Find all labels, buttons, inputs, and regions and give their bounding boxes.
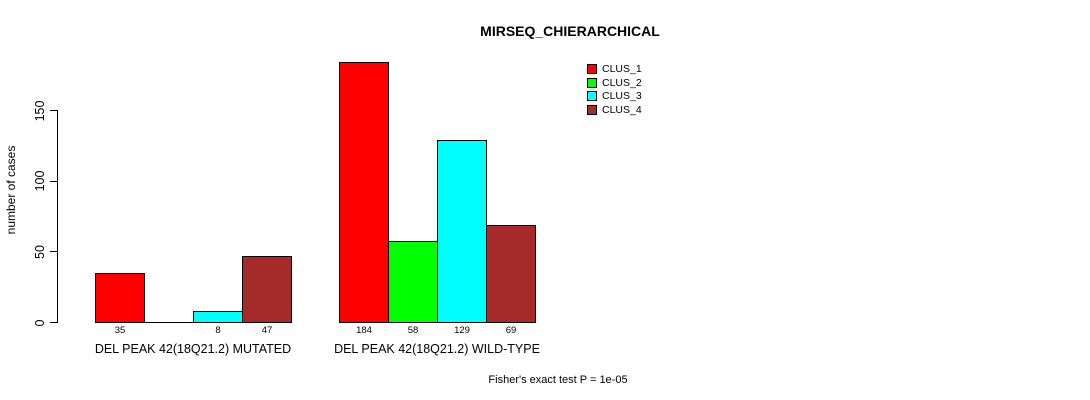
y-tick-mark xyxy=(50,251,57,253)
legend-swatch-clus_3 xyxy=(587,91,597,101)
x-group-label: DEL PEAK 42(18Q21.2) WILD-TYPE xyxy=(334,342,540,356)
y-tick-label: 100 xyxy=(33,170,47,192)
legend-swatch-clus_2 xyxy=(587,77,597,88)
bar-clus_1-g0 xyxy=(95,273,145,323)
bar-clus_3-g0 xyxy=(193,311,243,323)
bar-clus_4-g0 xyxy=(242,256,292,323)
bar-value-label: 69 xyxy=(505,325,517,336)
legend-label: CLUS_4 xyxy=(602,103,642,116)
bar-clus_2-g1 xyxy=(388,240,438,323)
bar-value-label: 35 xyxy=(114,325,126,336)
fisher-test-annotation: Fisher's exact test P = 1e-05 xyxy=(488,374,628,386)
bar-value-label: 47 xyxy=(261,325,273,336)
x-group-label: DEL PEAK 42(18Q21.2) MUTATED xyxy=(94,342,292,356)
bar-value-label: 58 xyxy=(407,325,419,336)
legend-row: CLUS_4 xyxy=(587,103,642,116)
bar-value-label: 129 xyxy=(454,325,470,336)
legend-row: CLUS_1 xyxy=(587,64,642,74)
y-axis-line xyxy=(57,110,58,323)
legend: CLUS_1 CLUS_2 CLUS_3 CLUS_4 xyxy=(587,64,642,115)
y-tick-label: 0 xyxy=(33,319,47,326)
legend-swatch-clus_4 xyxy=(587,104,597,115)
y-tick-label: 150 xyxy=(33,100,47,121)
bar-value-label: 184 xyxy=(356,325,372,336)
legend-label: CLUS_2 xyxy=(602,76,642,89)
chart-title: MIRSEQ_CHIERARCHICAL xyxy=(480,23,660,39)
bar-clus_1-g1 xyxy=(339,62,389,323)
legend-swatch-clus_1 xyxy=(587,64,597,74)
y-tick-mark xyxy=(50,322,57,323)
y-tick-mark xyxy=(50,180,57,182)
legend-label: CLUS_1 xyxy=(602,63,642,75)
bar-clus_4-g1 xyxy=(486,224,536,323)
y-tick-label: 50 xyxy=(33,244,47,259)
bar-value-label: 8 xyxy=(215,325,221,336)
legend-row: CLUS_2 xyxy=(587,76,642,89)
legend-row: CLUS_3 xyxy=(587,91,642,101)
legend-label: CLUS_3 xyxy=(602,90,642,102)
y-tick-mark xyxy=(50,110,57,111)
y-axis-label: number of cases xyxy=(4,145,18,235)
bar-zero-line xyxy=(144,322,194,323)
bar-clus_3-g1 xyxy=(437,140,487,323)
